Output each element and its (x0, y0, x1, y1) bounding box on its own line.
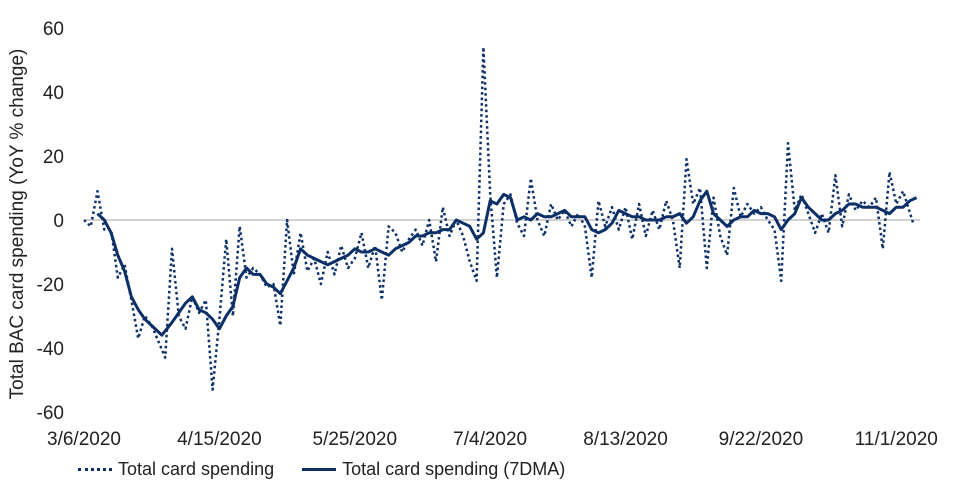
legend-item-total-card-spending-7dma: Total card spending (7DMA) (302, 459, 565, 480)
series-lines (83, 45, 918, 391)
y-tick-label: -60 (37, 403, 64, 424)
y-tick-label: 40 (43, 83, 64, 104)
y-tick-label: 20 (43, 147, 64, 168)
chart-legend: Total card spending Total card spending … (78, 457, 593, 481)
legend-label: Total card spending (118, 458, 275, 479)
x-tick-label: 8/13/2020 (583, 429, 668, 450)
y-tick-label: 0 (53, 211, 64, 232)
series-line-total-card-spending-7dma (96, 189, 918, 337)
y-tick-labels: 60 40 20 0 -20 -40 -60 (37, 19, 64, 424)
y-tick-label: -40 (37, 339, 64, 360)
y-tick-label: -20 (37, 275, 64, 296)
x-tick-label: 7/4/2020 (453, 429, 527, 450)
legend-label: Total card spending (7DMA) (342, 458, 566, 479)
x-tick-label: 4/15/2020 (177, 429, 262, 450)
solid-line-swatch-icon (302, 467, 337, 471)
legend-item-total-card-spending: Total card spending (78, 459, 274, 480)
x-tick-label: 9/22/2020 (719, 429, 804, 450)
y-axis-title: Total BAC card spending (YoY % change) (7, 49, 28, 400)
series-line-total-card-spending (83, 45, 915, 391)
x-tick-label: 5/25/2020 (313, 429, 398, 450)
y-tick-label: 60 (43, 19, 64, 40)
dotted-line-swatch-icon (78, 467, 112, 471)
x-tick-labels: 3/6/2020 4/15/2020 5/25/2020 7/4/2020 8/13/2… (47, 429, 938, 450)
x-tick-label: 11/1/2020 (855, 429, 938, 450)
x-tick-label: 3/6/2020 (47, 429, 121, 450)
